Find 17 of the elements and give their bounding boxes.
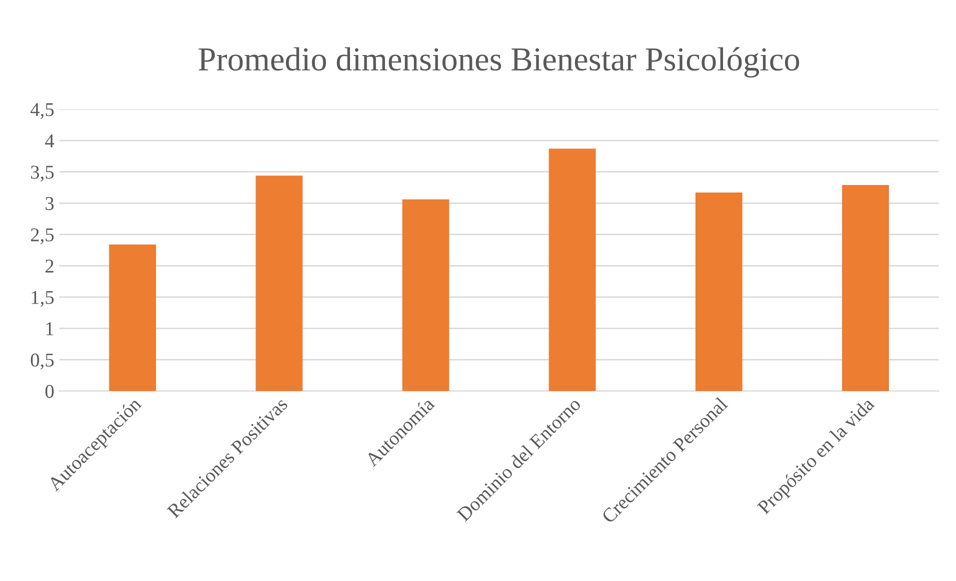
y-tick-label: 0 <box>45 384 54 398</box>
y-tick-label: 0,5 <box>30 354 54 370</box>
y-tick-label: 3 <box>46 197 54 210</box>
y-tick-label: 1 <box>46 322 54 336</box>
y-tick-label: 3,5 <box>31 166 54 182</box>
bar <box>402 199 450 392</box>
y-tick-label: 2,5 <box>30 228 54 244</box>
y-tick-label: 4 <box>45 134 54 148</box>
chart-title: Promedio dimensiones Bienestar Psicológico <box>198 47 800 78</box>
y-tick-label: 1,5 <box>32 290 54 307</box>
bar <box>842 184 889 392</box>
bar <box>548 148 596 392</box>
y-tick-label: 2 <box>46 260 54 273</box>
y-tick-label: 4,5 <box>30 103 54 119</box>
bar <box>256 176 303 392</box>
bar <box>109 244 156 392</box>
bar <box>695 192 742 392</box>
